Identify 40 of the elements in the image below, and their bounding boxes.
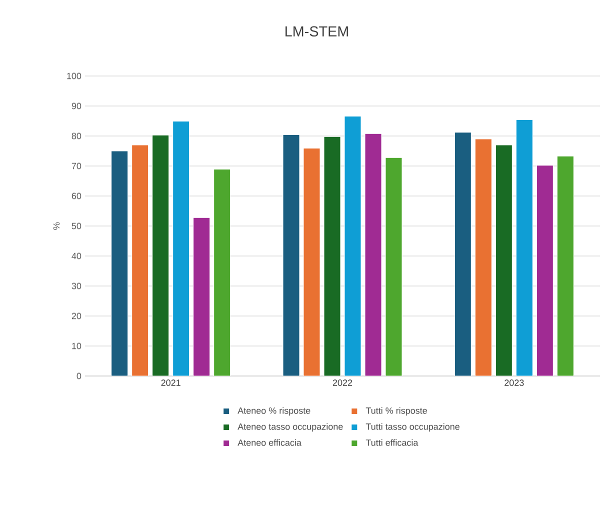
x-tick-label: 2023 bbox=[504, 380, 524, 386]
x-tick-label: 2022 bbox=[332, 380, 352, 386]
y-tick-label: 10 bbox=[72, 342, 82, 350]
bar bbox=[454, 132, 472, 376]
y-tick-label: 80 bbox=[72, 132, 82, 140]
y-tick-label: 30 bbox=[72, 282, 82, 290]
y-tick-label: 20 bbox=[72, 312, 82, 320]
bar bbox=[324, 136, 341, 376]
bar bbox=[385, 157, 402, 376]
bar bbox=[536, 165, 554, 376]
bar bbox=[152, 134, 170, 376]
legend-label: Tutti % risposte bbox=[366, 407, 427, 416]
bar bbox=[495, 144, 512, 376]
bar bbox=[111, 150, 128, 376]
legend-label: Ateneo efficacia bbox=[238, 439, 302, 446]
legend-label: Ateneo % risposte bbox=[238, 407, 310, 416]
y-axis-title: % bbox=[53, 222, 60, 230]
bar bbox=[193, 217, 210, 376]
x-tick-label: 2021 bbox=[161, 380, 180, 386]
y-tick-label: 90 bbox=[72, 102, 82, 110]
y-tick-label: 70 bbox=[72, 162, 82, 170]
legend-label: Ateneo tasso occupazione bbox=[238, 423, 343, 432]
y-tick-label: 0 bbox=[76, 372, 82, 380]
bar bbox=[364, 133, 382, 376]
bar bbox=[556, 156, 574, 376]
y-tick-label: 60 bbox=[72, 192, 82, 200]
bar bbox=[344, 116, 362, 376]
bar bbox=[214, 169, 231, 376]
bar bbox=[172, 121, 190, 376]
y-tick-label: 100 bbox=[67, 72, 82, 80]
bar bbox=[474, 138, 492, 376]
bar bbox=[132, 144, 149, 376]
chart-title: LM-STEM bbox=[286, 26, 348, 36]
bar bbox=[282, 134, 300, 376]
bar bbox=[303, 148, 320, 376]
y-tick-label: 40 bbox=[72, 252, 82, 260]
bar bbox=[516, 120, 533, 376]
y-tick-label: 50 bbox=[72, 222, 82, 230]
legend-label: Tutti tasso occupazione bbox=[366, 423, 460, 432]
legend-label: Tutti efficacia bbox=[366, 439, 418, 446]
